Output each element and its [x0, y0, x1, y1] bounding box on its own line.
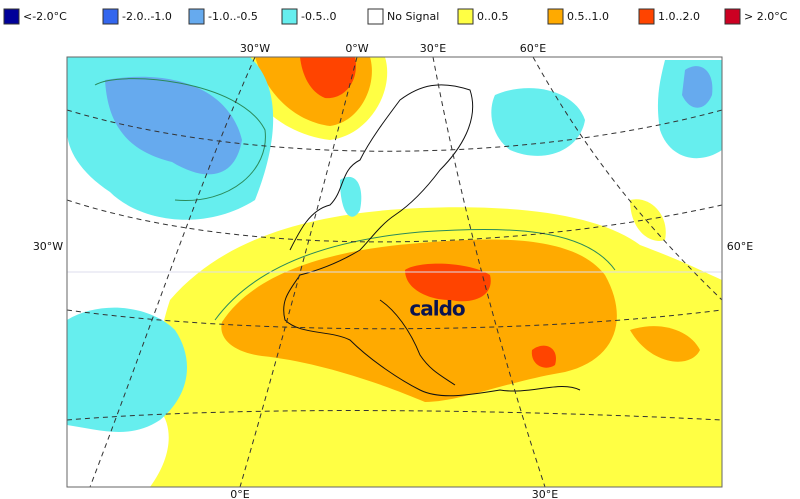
legend-swatch: [102, 8, 119, 25]
grid-line: [67, 309, 722, 330]
legend-swatch: [638, 8, 655, 25]
legend-label: -2.0..-1.0: [122, 10, 172, 23]
grid-label: 30°W: [33, 240, 63, 253]
grid-label: 30°W: [240, 42, 270, 55]
cool-region: [682, 66, 713, 108]
legend-swatch: [3, 8, 20, 25]
hot-region: [531, 345, 556, 368]
legend-label: 1.0..2.0: [658, 10, 700, 23]
legend-label: No Signal: [387, 10, 439, 23]
hot-region: [300, 57, 356, 99]
legend-swatch: [281, 8, 298, 25]
grid-line: [67, 410, 722, 421]
contour: [214, 229, 616, 321]
annotation: caldo: [409, 297, 465, 321]
map-area: [66, 56, 723, 488]
grid-line: [532, 57, 722, 301]
legend-label: 0.5..1.0: [567, 10, 609, 23]
legend-swatch: [367, 8, 384, 25]
cool-region: [340, 176, 362, 217]
warm-region: [221, 239, 617, 402]
cool-region: [105, 76, 242, 175]
cool-region: [67, 307, 187, 432]
warm-region: [630, 326, 700, 362]
legend-label: > 2.0°C: [744, 10, 788, 23]
contour: [94, 78, 266, 201]
legend-label: -0.5..0: [301, 10, 336, 23]
grid-label: 60°E: [727, 240, 753, 253]
legend-swatch: [457, 8, 474, 25]
grid-line: [67, 199, 722, 243]
legend-label: -1.0..-0.5: [208, 10, 258, 23]
hot-region: [405, 263, 491, 302]
grid-label: 30°E: [420, 42, 446, 55]
legend-swatch: [724, 8, 741, 25]
grid-label: 60°E: [520, 42, 546, 55]
coastline: [283, 84, 581, 397]
grid-label: 0°W: [345, 42, 368, 55]
grid-label: 30°E: [532, 488, 558, 499]
map-frame: [66, 56, 723, 488]
legend-label: 0..0.5: [477, 10, 509, 23]
grid-label: 0°E: [230, 488, 249, 499]
grid-line: [89, 57, 256, 487]
legend-swatch: [188, 8, 205, 25]
legend-label: <-2.0°C: [23, 10, 67, 23]
legend-swatch: [547, 8, 564, 25]
grid-line: [67, 109, 722, 152]
legend: <-2.0°C -2.0..-1.0 -1.0..-0.5 -0.5..0 No Sig…: [3, 8, 788, 25]
warm-region: [630, 199, 666, 241]
